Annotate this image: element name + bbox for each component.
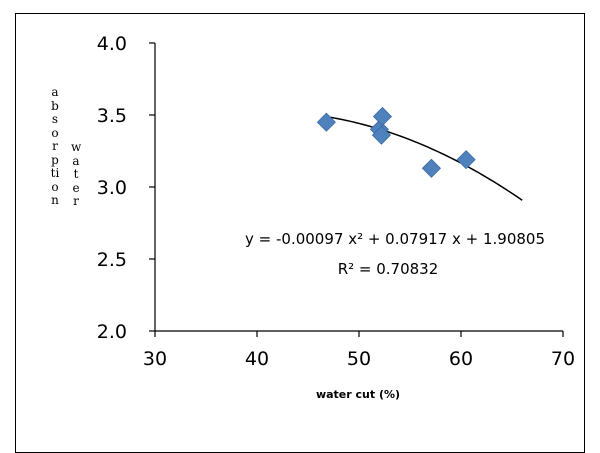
y-tick-label: 2.0 <box>97 321 127 343</box>
tick-labels: 30 40 50 60 70 2.0 2.5 3.0 3.5 4.0 <box>97 33 575 370</box>
data-point <box>316 112 336 132</box>
data-point <box>371 125 392 145</box>
x-tick-label: 30 <box>143 348 167 370</box>
chart-plot: 30 40 50 60 70 2.0 2.5 3.0 3.5 4.0 y = -0.00097 x… <box>97 33 575 401</box>
x-tick-label: 40 <box>245 348 269 370</box>
y-tick-label: 2.5 <box>97 249 127 271</box>
y-axis-label-line2: water <box>71 140 82 208</box>
trendline-r-squared: R² = 0.70832 <box>338 260 439 278</box>
x-axis-label: water cut (%) <box>316 388 400 401</box>
y-tick-label: 4.0 <box>97 33 127 55</box>
axes <box>149 42 564 337</box>
data-point <box>421 158 441 178</box>
y-axis-label-line1: absorption <box>50 85 60 207</box>
trendline-equation: y = -0.00097 x² + 0.07917 x + 1.90805 <box>245 230 545 248</box>
y-tick-label: 3.5 <box>97 105 127 127</box>
trendline <box>326 115 523 201</box>
data-points <box>316 106 476 178</box>
x-tick-label: 50 <box>347 348 371 370</box>
x-tick-label: 60 <box>449 348 473 370</box>
data-point <box>372 106 393 127</box>
data-point <box>456 150 476 170</box>
y-tick-label: 3.0 <box>97 177 127 199</box>
x-tick-label: 70 <box>551 348 575 370</box>
